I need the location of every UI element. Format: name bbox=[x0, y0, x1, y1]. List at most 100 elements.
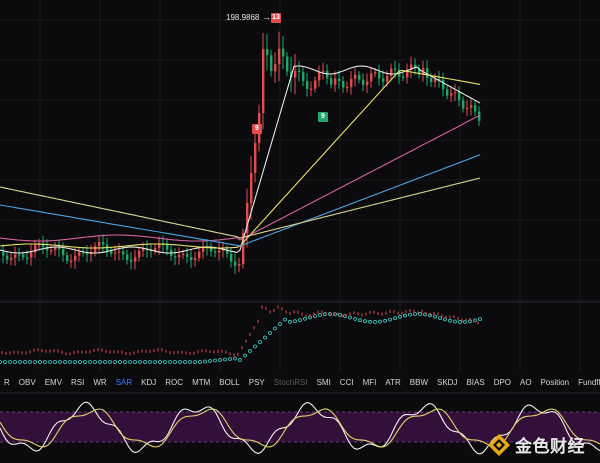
sar-dot bbox=[243, 353, 247, 358]
sar-dot bbox=[443, 317, 447, 322]
sar-dot bbox=[433, 314, 437, 319]
candle-body bbox=[242, 233, 245, 265]
sar-dot bbox=[233, 356, 237, 361]
candle-body bbox=[226, 249, 229, 254]
ma-line-white bbox=[0, 65, 481, 254]
indicator-tab[interactable]: WR bbox=[93, 377, 107, 387]
sar-dot bbox=[188, 360, 192, 364]
sar-dot bbox=[198, 360, 202, 364]
candle-body bbox=[166, 243, 169, 250]
candle-body bbox=[406, 69, 409, 78]
indicator-tab[interactable]: MFI bbox=[362, 377, 377, 387]
indicator-tab[interactable]: SMI bbox=[316, 377, 331, 387]
sar-dot bbox=[103, 360, 107, 364]
candle-body bbox=[274, 64, 277, 72]
sar-dot bbox=[353, 316, 357, 321]
sar-dot bbox=[113, 360, 117, 364]
indicator-tab[interactable]: Fundflow bbox=[578, 377, 600, 387]
candle-body bbox=[318, 71, 321, 81]
indicator-tab[interactable]: R bbox=[4, 377, 10, 387]
indicator-tab[interactable]: StochRSI bbox=[273, 377, 308, 387]
candle-body bbox=[218, 250, 221, 253]
sar-dot bbox=[83, 360, 87, 364]
sar-dot bbox=[383, 318, 387, 323]
sar-dot bbox=[373, 320, 377, 324]
indicator-tab[interactable]: MTM bbox=[192, 377, 211, 387]
candle-body bbox=[414, 64, 417, 69]
candle-body bbox=[306, 81, 309, 89]
sar-dot bbox=[413, 312, 417, 317]
indicator-tab[interactable]: KDJ bbox=[141, 377, 157, 387]
candle-body bbox=[102, 242, 105, 245]
indicator-tab[interactable]: SKDJ bbox=[437, 377, 458, 387]
candle-body bbox=[262, 49, 265, 113]
sar-dot bbox=[168, 360, 172, 364]
indicator-tab[interactable]: CCI bbox=[339, 377, 354, 387]
sar-dot bbox=[358, 318, 362, 323]
sar-dot bbox=[18, 360, 22, 364]
candle-body bbox=[202, 246, 205, 252]
indicator-tab[interactable]: EMV bbox=[44, 377, 63, 387]
indicator-tab[interactable]: SAR bbox=[115, 377, 133, 387]
indicator-tab[interactable]: RSI bbox=[71, 377, 85, 387]
candle-body bbox=[134, 257, 137, 262]
candle-body bbox=[326, 70, 329, 79]
candle-body bbox=[446, 89, 449, 96]
candle-body bbox=[42, 243, 45, 247]
sar-dot bbox=[13, 360, 17, 364]
ma-line-pink bbox=[0, 114, 481, 242]
candle-body bbox=[402, 76, 405, 78]
indicator-tab[interactable]: DPO bbox=[493, 377, 512, 387]
indicator-tab[interactable]: OBV bbox=[18, 377, 36, 387]
indicator-tab[interactable]: ATR bbox=[385, 377, 401, 387]
indicator-tab[interactable]: ROC bbox=[165, 377, 184, 387]
indicator-tab[interactable]: BIAS bbox=[466, 377, 485, 387]
candle-body bbox=[302, 72, 305, 82]
sar-dot bbox=[88, 360, 92, 364]
candle-body bbox=[238, 264, 241, 266]
candle-body bbox=[450, 93, 453, 96]
sar-dot bbox=[23, 360, 27, 364]
max-price-label: 198.9868 bbox=[226, 13, 260, 22]
candle-body bbox=[194, 258, 197, 261]
sar-dot bbox=[33, 360, 37, 364]
sar-dot bbox=[123, 360, 127, 364]
sar-dot bbox=[118, 360, 122, 364]
sar-dot bbox=[448, 318, 452, 323]
sar-dot bbox=[193, 360, 197, 364]
sar-dot bbox=[458, 320, 462, 324]
sar-dot bbox=[48, 360, 52, 364]
indicator-tab[interactable]: AO bbox=[520, 377, 532, 387]
candle-body bbox=[26, 257, 29, 259]
candle-body bbox=[130, 259, 133, 262]
candle-body bbox=[390, 68, 393, 76]
sar-dot bbox=[463, 319, 467, 324]
sar-dot bbox=[93, 360, 97, 364]
watermark-text: 金色财经 bbox=[515, 437, 585, 457]
sar-dot bbox=[108, 360, 112, 364]
candle-body bbox=[434, 78, 437, 83]
candle-body bbox=[370, 73, 373, 82]
sar-dot bbox=[438, 316, 442, 321]
indicator-tab[interactable]: PSY bbox=[248, 377, 265, 387]
indicator-tab[interactable]: BBW bbox=[409, 377, 428, 387]
candle-body bbox=[98, 242, 101, 247]
sar-dot bbox=[8, 360, 12, 364]
candle-body bbox=[214, 251, 217, 253]
candle-body bbox=[186, 253, 189, 258]
sar-dot bbox=[148, 360, 152, 364]
indicator-tab[interactable]: Position bbox=[540, 377, 570, 387]
sar-dot bbox=[408, 312, 412, 317]
sar-dot bbox=[303, 316, 307, 321]
sar-dot bbox=[163, 360, 167, 364]
candle-body bbox=[174, 256, 177, 258]
candle-body bbox=[462, 100, 465, 109]
sar-dot bbox=[318, 313, 322, 317]
indicator-tab[interactable]: BOLL bbox=[219, 377, 240, 387]
candle-body bbox=[78, 252, 81, 256]
candle-body bbox=[114, 252, 117, 254]
candle-body bbox=[354, 74, 357, 79]
sar-dot bbox=[203, 359, 207, 364]
candle-body bbox=[198, 251, 201, 259]
